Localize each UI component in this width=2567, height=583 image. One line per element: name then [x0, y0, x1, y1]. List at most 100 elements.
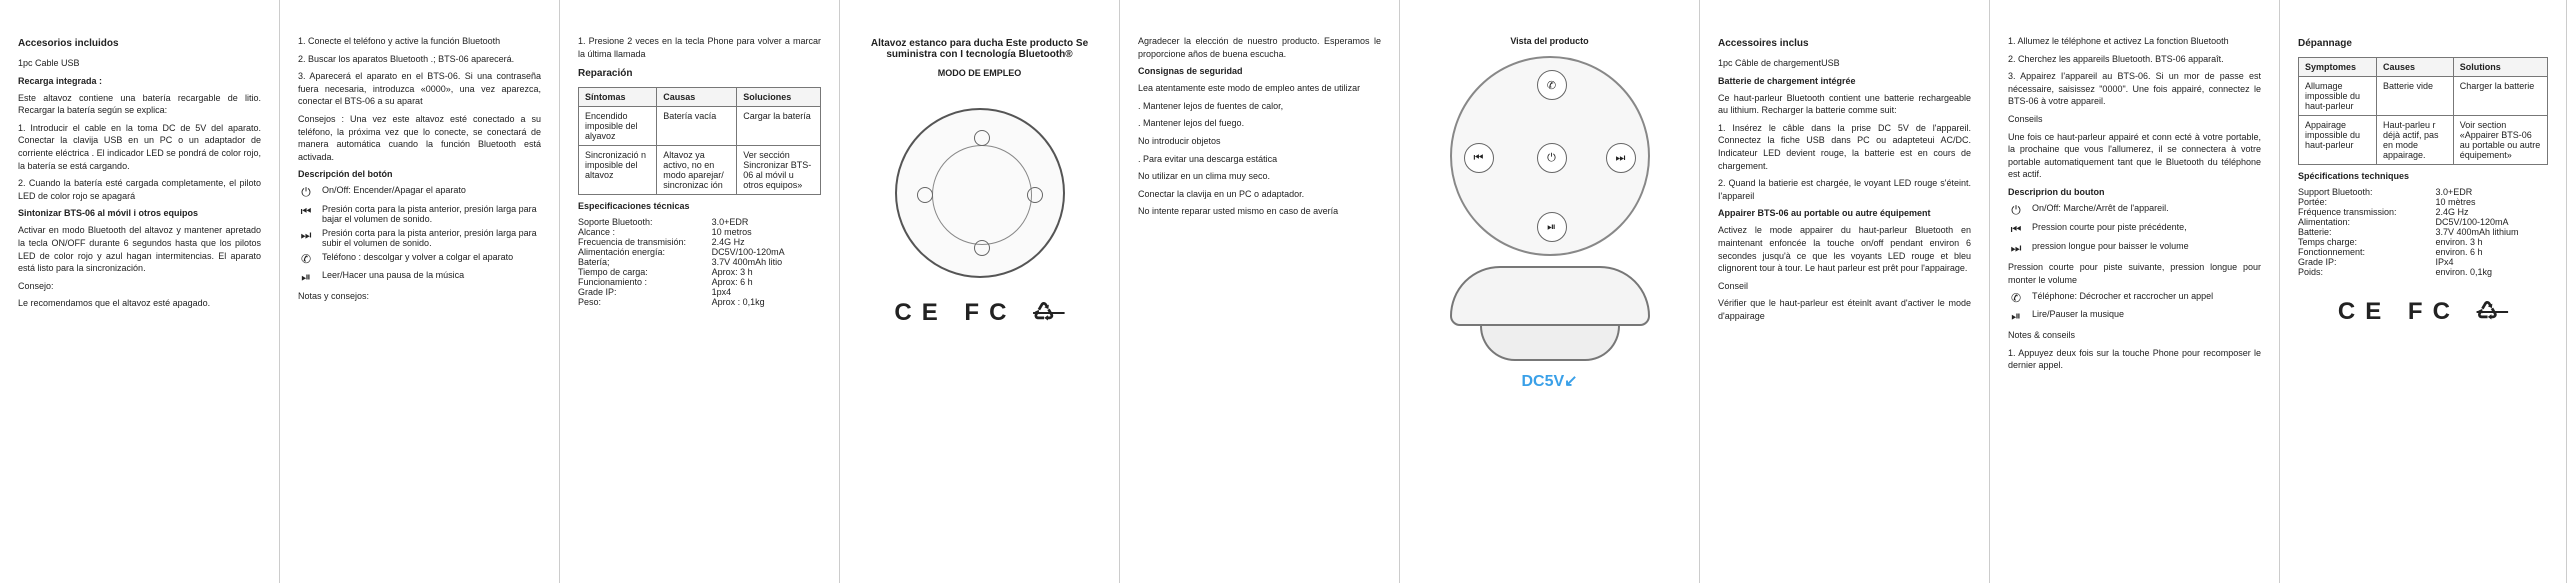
th-sint: Síntomas — [579, 88, 657, 107]
h-consignas: Consignas de seguridad — [1138, 66, 1381, 76]
s9k: Peso: — [578, 297, 712, 307]
h-product-title: Altavoz estanco para ducha Este producto… — [858, 38, 1101, 60]
ic2-fr: Pression courte pour piste précédente, — [2032, 222, 2187, 232]
h-spec-fr: Spécifications techniques — [2298, 171, 2548, 181]
h-sinto: Sintonizar BTS-06 al móvil i otros equip… — [18, 208, 261, 218]
table-repair-fr: SymptomesCausesSolutions Allumage imposs… — [2298, 57, 2548, 165]
s5v: 3.7V 400mAh litio — [712, 257, 821, 267]
p-bat-fr: Ce haut-parleur Bluetooth contient une b… — [1718, 92, 1971, 117]
fs1k: Support Bluetooth: — [2298, 187, 2436, 197]
col-es-title: Altavoz estanco para ducha Este producto… — [840, 0, 1120, 583]
t-consejo: Consejo: — [18, 280, 261, 293]
s1k: Soporte Bluetooth: — [578, 217, 712, 227]
col-es-pairing: 1. Conecte el teléfono y active la funci… — [280, 0, 560, 583]
next-icon-fr: ⏭ — [2008, 241, 2024, 256]
ic-onoff: On/Off: Encender/Apagar el aparato — [322, 185, 466, 195]
play-icon-fr: ⏯ — [2008, 309, 2024, 324]
col-es-accessories: Accesorios incluidos 1pc Cable USB Recar… — [0, 0, 280, 583]
p-thanks: Agradecer la elección de nuestro product… — [1138, 35, 1381, 60]
p-recarga-intro: Este altavoz contiene una batería recarg… — [18, 92, 261, 117]
s3v: 2.4G Hz — [712, 237, 821, 247]
fs9v: environ. 0,1kg — [2436, 267, 2549, 277]
btn-phone-icon: ✆ — [1537, 70, 1567, 100]
fs3v: 2.4G Hz — [2436, 207, 2549, 217]
cert-icons-fr: CE FC ♺ — [2298, 297, 2548, 326]
p-app-fr: Activez le mode appairer du haut-parleur… — [1718, 224, 1971, 274]
b3: No introducir objetos — [1138, 135, 1381, 148]
col-es-safety: Agradecer la elección de nuestro product… — [1120, 0, 1400, 583]
s1v: 3.0+EDR — [712, 217, 821, 227]
s8k: Grade IP: — [578, 287, 712, 297]
b6: Conectar la clavija en un PC o adaptador… — [1138, 188, 1381, 201]
weee-icon-fr: ♺ — [2477, 297, 2509, 326]
fs4k: Alimentation: — [2298, 217, 2436, 227]
s7k: Funcionamiento : — [578, 277, 712, 287]
ic4-fr: Pression courte pour piste suivante, pre… — [2008, 261, 2261, 286]
r2c3: Ver sección Sincronizar BTS-06 al móvil … — [737, 146, 821, 195]
n1-fr: 1. Appuyez deux fois sur la touche Phone… — [2008, 347, 2261, 372]
p-cons8: Une fois ce haut-parleur appairé et conn… — [2008, 131, 2261, 181]
h-desc-btn: Descripción del botón — [298, 169, 541, 179]
product-line-drawing — [858, 108, 1101, 278]
fs6v: environ. 3 h — [2436, 237, 2549, 247]
t-cons8: Conseils — [2008, 113, 2261, 126]
th2f: Causes — [2376, 58, 2453, 77]
li2-3: 3. Aparecerá el aparato en el BTS-06. Si… — [298, 70, 541, 108]
fs1v: 3.0+EDR — [2436, 187, 2549, 197]
li7-1: 1. Insérez le câble dans la prise DC 5V … — [1718, 122, 1971, 172]
col-es-repair-spec: 1. Presione 2 veces en la tecla Phone pa… — [560, 0, 840, 583]
p-read: Lea atentamente este modo de empleo ante… — [1138, 82, 1381, 95]
li7-2: 2. Quand la batierie est chargée, le voy… — [1718, 177, 1971, 202]
th-caus: Causas — [657, 88, 737, 107]
h-acc-fr: Accessoires inclus — [1718, 38, 1971, 49]
h-accesorios: Accesorios incluidos — [18, 38, 261, 49]
fs5v: 3.7V 400mAh lithium — [2436, 227, 2549, 237]
play-icon: ⏯ — [298, 270, 314, 285]
h-vista: Vista del producto — [1418, 36, 1681, 46]
b2: . Mantener lejos del fuego. — [1138, 117, 1381, 130]
product-top-view: ✆ ⏮ ⏻ ⏭ ⏯ — [1450, 56, 1650, 256]
fs8k: Grade IP: — [2298, 257, 2436, 267]
s7v: Aprox: 6 h — [712, 277, 821, 287]
btn-next-icon: ⏭ — [1606, 143, 1636, 173]
ic3-fr: pression longue pour baisser le volume — [2032, 241, 2189, 251]
s4v: DC5V/100-120mA — [712, 247, 821, 257]
h-dep: Dépannage — [2298, 38, 2548, 49]
li-charge-2: 2. Cuando la batería esté cargada comple… — [18, 177, 261, 202]
s9v: Aprox : 0,1kg — [712, 297, 821, 307]
fs9k: Poids: — [2298, 267, 2436, 277]
cert-icons: CE FC ♺ — [858, 298, 1101, 327]
product-side-view — [1450, 266, 1650, 361]
li8-2: 2. Cherchez les appareils Bluetooth. BTS… — [2008, 53, 2261, 66]
ic-phone: Teléfono : descolgar y volver a colgar e… — [322, 252, 513, 262]
dc5v-label: DC5V↙ — [1418, 371, 1681, 391]
h-reparacion: Reparación — [578, 68, 821, 79]
r2c1: Sincronizació n imposible del altavoz — [579, 146, 657, 195]
t-cable-fr: 1pc Câble de chargementUSB — [1718, 57, 1971, 70]
s2k: Alcance : — [578, 227, 712, 237]
ic-prev: Presión corta para la pista anterior, pr… — [322, 204, 541, 224]
th-sol: Soluciones — [737, 88, 821, 107]
fr1c2: Batterie vide — [2376, 77, 2453, 116]
ce-icon-fr: CE — [2338, 298, 2391, 326]
ic1-fr: On/Off: Marche/Arrêt de l'appareil. — [2032, 203, 2169, 213]
s5k: Batería; — [578, 257, 712, 267]
next-icon: ⏭ — [298, 228, 314, 243]
prev-icon: ⏮ — [298, 204, 314, 219]
btn-prev-icon: ⏮ — [1464, 143, 1494, 173]
s2v: 10 metros — [712, 227, 821, 237]
b5: No utilizar en un clima muy seco. — [1138, 170, 1381, 183]
t-cons-fr: Conseil — [1718, 280, 1971, 293]
t-cable: 1pc Cable USB — [18, 57, 261, 70]
b4: . Para evitar una descarga estática — [1138, 153, 1381, 166]
h-bat-fr: Batterie de chargement intégrée — [1718, 76, 1971, 86]
li2-1: 1. Conecte el teléfono y active la funci… — [298, 35, 541, 48]
h-desc-fr: Descriprion du bouton — [2008, 187, 2261, 197]
power-icon: ⏻ — [298, 185, 314, 200]
r1c2: Batería vacía — [657, 107, 737, 146]
fs7k: Fonctionnement: — [2298, 247, 2436, 257]
btn-play-icon: ⏯ — [1537, 212, 1567, 242]
ic-play: Leer/Hacer una pausa de la música — [322, 270, 464, 280]
th3f: Solutions — [2453, 58, 2547, 77]
h-modo: MODO DE EMPLEO — [858, 68, 1101, 78]
